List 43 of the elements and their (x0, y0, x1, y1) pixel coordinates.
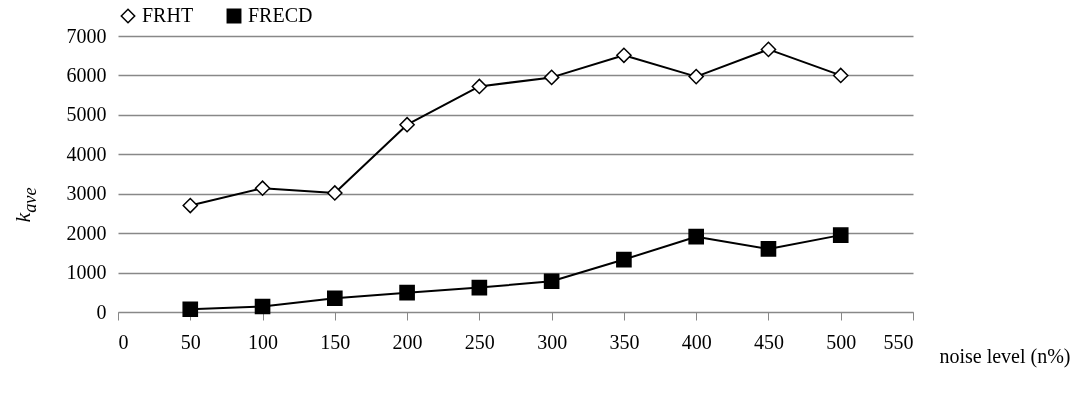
point (688, 228, 704, 245)
y-tick-label: 2000 (66, 221, 107, 244)
x-tick-label: 450 (753, 330, 784, 353)
y-tick-label: 5000 (66, 103, 107, 126)
y-tick-label: 4000 (66, 142, 107, 165)
y-tick-label: 6000 (66, 63, 107, 86)
x-tick-label: 350 (609, 330, 640, 353)
point (471, 279, 488, 296)
x-tick-label: 50 (180, 330, 201, 353)
x-tick-label: 0 (118, 330, 129, 353)
point (182, 197, 199, 214)
point (543, 273, 560, 290)
point (399, 116, 415, 133)
point (688, 68, 704, 85)
point (471, 78, 488, 95)
y-tick-label: 7000 (66, 24, 107, 47)
point (832, 227, 849, 243)
point (760, 41, 777, 58)
x-tick-label: 550 (883, 330, 914, 353)
point (254, 180, 271, 197)
x-tick-label: 250 (464, 330, 495, 353)
x-tick-label: 500 (826, 330, 857, 353)
x-tick-label: 400 (681, 330, 712, 353)
point (760, 241, 777, 257)
x-tick-label: 200 (392, 330, 423, 353)
x-axis-title: noise level (n%) (938, 344, 1072, 369)
point (182, 301, 199, 318)
point (327, 185, 343, 201)
x-tick-label: 100 (248, 330, 279, 353)
point (254, 298, 271, 315)
point (616, 47, 632, 64)
y-tick-label: 0 (96, 300, 107, 323)
x-tick-label: 150 (320, 330, 351, 353)
y-tick-label: 1000 (66, 261, 107, 284)
x-tick-label: 300 (537, 330, 568, 353)
legend-label: FRHT (142, 4, 194, 26)
y-tick-label: 3000 (66, 182, 107, 205)
point (399, 284, 415, 301)
point (543, 69, 560, 86)
legend-label: FRECD (248, 4, 313, 26)
point (327, 290, 343, 307)
point (832, 67, 849, 84)
point (616, 251, 632, 268)
